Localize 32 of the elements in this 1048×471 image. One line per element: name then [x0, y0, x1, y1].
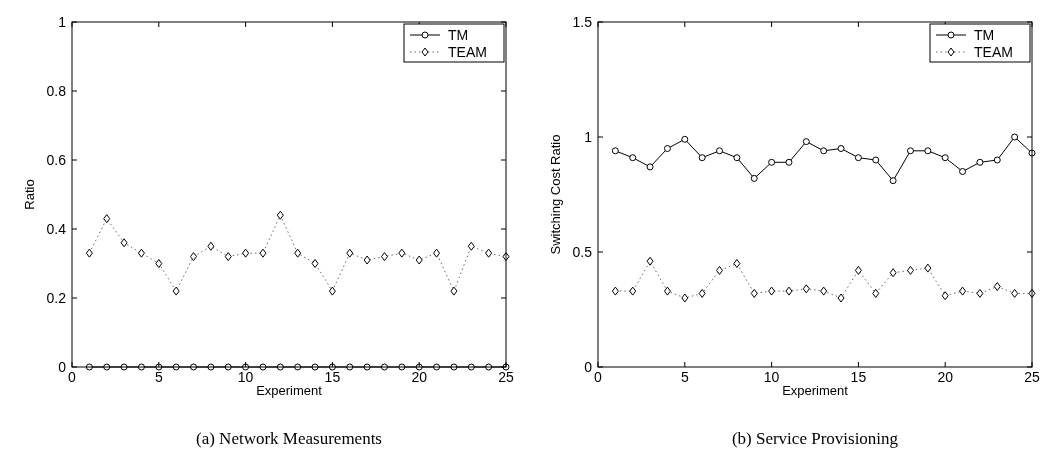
y-tick-label: 0: [584, 359, 593, 375]
legend-label: TEAM: [974, 44, 1013, 60]
y-tick-label: 0.6: [46, 152, 67, 168]
y-tick-label: 1: [58, 14, 67, 30]
x-tick-label: 5: [680, 369, 689, 385]
x-axis-title: Experiment: [256, 383, 323, 398]
x-tick-label: 5: [154, 369, 163, 385]
y-axis-title: Ratio: [22, 179, 37, 210]
y-tick-label: 0.5: [572, 244, 593, 260]
x-tick-label: 20: [411, 369, 428, 385]
text: (b) Service Provisioning: [731, 429, 899, 448]
x-tick-label: 0: [594, 369, 603, 385]
x-tick-label: 10: [763, 369, 780, 385]
x-tick-label: 20: [937, 369, 954, 385]
y-tick-label: 0.4: [46, 221, 67, 237]
y-tick-label: 0: [58, 359, 67, 375]
legend-label: TEAM: [448, 44, 487, 60]
y-axis-title: Switching Cost Ratio: [548, 134, 563, 255]
x-tick-label: 0: [68, 369, 77, 385]
x-tick-label: 15: [850, 369, 867, 385]
x-tick-label: 25: [498, 369, 514, 385]
y-tick-label: 0.8: [46, 83, 67, 99]
legend-label: TM: [974, 27, 995, 43]
legend-label: TM: [448, 27, 469, 43]
y-tick-label: 1.5: [572, 14, 593, 30]
x-tick-label: 10: [237, 369, 254, 385]
text: (a) Network Measurements: [196, 429, 382, 448]
x-tick-label: 25: [1024, 369, 1040, 385]
x-axis-title: Experiment: [782, 383, 849, 398]
y-tick-label: 1: [584, 129, 593, 145]
y-tick-label: 0.2: [46, 290, 67, 306]
x-tick-label: 15: [324, 369, 341, 385]
